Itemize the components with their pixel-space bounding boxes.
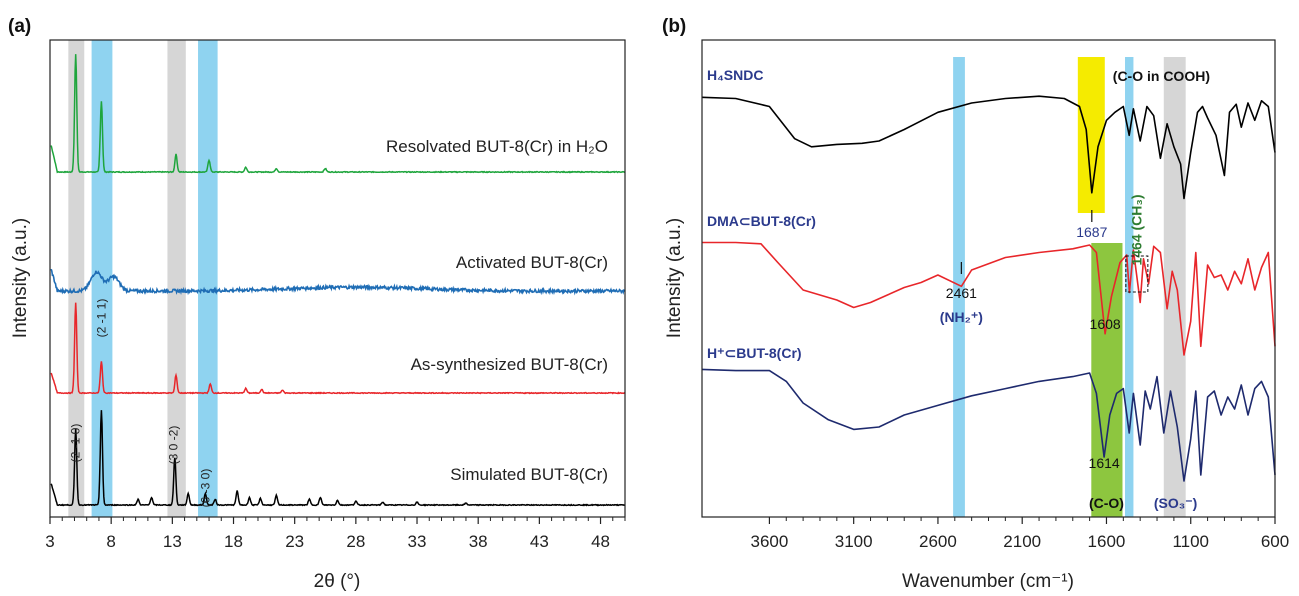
panel-a-label: (a) bbox=[8, 16, 31, 37]
panel-a-plane-label: (2 -1 0) bbox=[69, 424, 83, 463]
panel-a-series-label: Resolvated BUT-8(Cr) in H₂O bbox=[386, 137, 608, 156]
panel-b: (b) H₄SNDC DMA⊂BUT-8(Cr) H⁺⊂BUT-8(Cr) (C-O … bbox=[662, 16, 1289, 592]
panel-a-series-line-3 bbox=[50, 410, 626, 507]
panel-b-annotation: (C-O) bbox=[1089, 495, 1124, 511]
panel-b-annotations: H₄SNDC DMA⊂BUT-8(Cr) H⁺⊂BUT-8(Cr) (C-O in C… bbox=[707, 67, 1210, 511]
panel-a-x-tick-label: 8 bbox=[106, 532, 115, 551]
panel-a-series-line-2 bbox=[50, 302, 626, 395]
panel-b-annotation: (SO₃⁻) bbox=[1154, 495, 1197, 511]
panel-a-series-labels: Resolvated BUT-8(Cr) in H₂O Activated BUT… bbox=[386, 137, 608, 484]
panel-b-label: (b) bbox=[662, 16, 686, 37]
panel-b-x-tick-label: 600 bbox=[1261, 532, 1289, 551]
panel-b-x-tick-label: 3100 bbox=[835, 532, 873, 551]
panel-b-x-ticks: 3600 3100 2600 2100 1600 1100 600 bbox=[750, 517, 1289, 551]
panel-b-series-label: H⁺⊂BUT-8(Cr) bbox=[707, 345, 802, 361]
panel-a-band-3 bbox=[198, 40, 218, 517]
panel-b-band-0 bbox=[953, 57, 965, 517]
panel-a-x-ticks: 3 8 13 18 23 28 33 38 43 48 bbox=[45, 517, 626, 551]
panel-a-x-tick-label: 18 bbox=[224, 532, 243, 551]
panel-b-x-axis-title: Wavenumber (cm⁻¹) bbox=[902, 571, 1074, 592]
panel-b-annotation: 1464 (CH₃) bbox=[1128, 194, 1144, 265]
panel-b-x-tick-label: 1600 bbox=[1088, 532, 1126, 551]
panel-b-band-2 bbox=[1091, 243, 1123, 517]
panel-a-bands bbox=[68, 40, 218, 517]
panel-a-series bbox=[50, 54, 626, 507]
panel-a-x-tick-label: 38 bbox=[469, 532, 488, 551]
panel-b-annotation: (C-O in COOH) bbox=[1113, 68, 1210, 84]
panel-a-x-tick-label: 3 bbox=[45, 532, 54, 551]
panel-b-series-line-1 bbox=[702, 241, 1276, 356]
panel-b-y-axis-title: Intensity (a.u.) bbox=[664, 218, 685, 338]
panel-b-series-label: DMA⊂BUT-8(Cr) bbox=[707, 213, 816, 229]
panel-a-series-line-0 bbox=[50, 54, 626, 174]
panel-b-annotation: 1687 bbox=[1076, 224, 1107, 240]
panel-a-band-0 bbox=[68, 40, 85, 517]
panel-a-plane-label: (6 -3 0) bbox=[198, 469, 212, 508]
panel-b-x-tick-label: 3600 bbox=[750, 532, 788, 551]
panel-a-x-axis-title: 2θ (°) bbox=[314, 571, 361, 592]
panel-a-plane-labels: (2 -1 0) (2 -1 1) (3 0 -2) (6 -3 0) bbox=[69, 299, 213, 508]
panel-b-series-label: H₄SNDC bbox=[707, 67, 763, 83]
panel-b-annotation-box bbox=[1125, 255, 1149, 293]
panel-a-y-axis-title: Intensity (a.u.) bbox=[10, 218, 31, 338]
panel-b-annotation: (NH₂⁺) bbox=[940, 309, 983, 325]
panel-a-x-tick-label: 23 bbox=[285, 532, 304, 551]
panel-a-x-tick-label: 13 bbox=[163, 532, 182, 551]
panel-b-series-line-0 bbox=[701, 95, 1276, 200]
panel-a-x-tick-label: 28 bbox=[346, 532, 365, 551]
panel-a-x-tick-label: 33 bbox=[408, 532, 427, 551]
panel-b-series-line-2 bbox=[701, 368, 1276, 482]
panel-a-frame bbox=[49, 39, 626, 518]
panel-b-bands bbox=[953, 57, 1186, 517]
panel-b-annotation: 1608 bbox=[1090, 316, 1121, 332]
panel-a-plane-label: (2 -1 1) bbox=[94, 299, 108, 338]
panel-b-x-tick-label: 2600 bbox=[919, 532, 957, 551]
panel-a-series-line-1 bbox=[50, 268, 626, 296]
panel-a-x-tick-label: 48 bbox=[591, 532, 610, 551]
panel-b-series bbox=[701, 95, 1276, 482]
panel-b-x-tick-label: 2100 bbox=[1003, 532, 1041, 551]
panel-b-annotation: 1614 bbox=[1089, 455, 1120, 471]
panel-a-x-tick-label: 43 bbox=[530, 532, 549, 551]
panel-a-band-2 bbox=[167, 40, 186, 517]
panel-b-annotation: 2461 bbox=[946, 285, 977, 301]
panel-a-series-label: As-synthesized BUT-8(Cr) bbox=[411, 355, 608, 374]
panel-a: (a) (2 -1 0) (2 -1 1) (3 0 -2) (6 -3 0) Res… bbox=[8, 16, 626, 592]
panel-a-series-label: Simulated BUT-8(Cr) bbox=[450, 465, 608, 484]
panel-b-x-tick-label: 1100 bbox=[1172, 532, 1209, 551]
panel-a-plane-label: (3 0 -2) bbox=[167, 426, 181, 465]
panel-a-series-label: Activated BUT-8(Cr) bbox=[456, 253, 608, 272]
